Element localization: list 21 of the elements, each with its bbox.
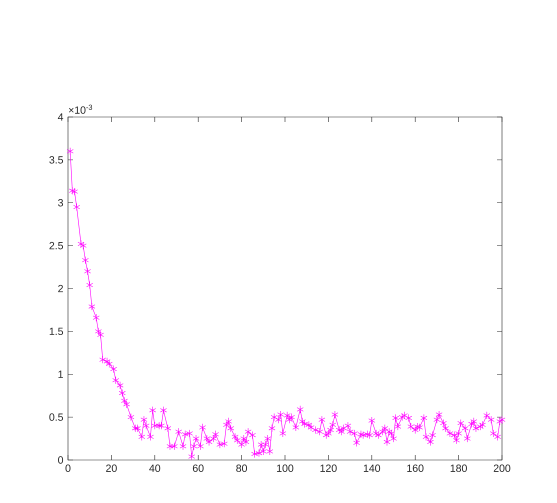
- x-tick-label: 20: [106, 464, 117, 472]
- text: ×10$^{-3}$: [68, 104, 92, 114]
- y-tick-label: 3.5: [49, 156, 64, 164]
- y-tick-label: 0: [58, 456, 64, 464]
- x-tick-label: 80: [236, 464, 248, 472]
- x-tick-label: 200: [494, 464, 510, 472]
- y-tick-label: 3: [58, 199, 64, 206]
- x-tick-label: 120: [320, 464, 337, 472]
- y-tick-label: 1: [58, 370, 63, 378]
- y-tick-label: 4: [58, 113, 64, 121]
- x-tick-label: 180: [450, 464, 467, 472]
- y-tick-label: 2.5: [49, 242, 64, 250]
- y-tick-label: 2: [58, 284, 63, 292]
- x-tick-label: 0: [65, 464, 70, 472]
- x-tick-label: 100: [277, 464, 294, 472]
- x-tick-label: 60: [192, 464, 204, 472]
- y-tick-label: 0.5: [49, 413, 64, 421]
- x-tick-label: 40: [149, 464, 160, 472]
- x-tick-label: 140: [364, 464, 380, 472]
- y-tick-label: 1.5: [50, 328, 64, 336]
- x-tick-label: 160: [407, 464, 424, 472]
